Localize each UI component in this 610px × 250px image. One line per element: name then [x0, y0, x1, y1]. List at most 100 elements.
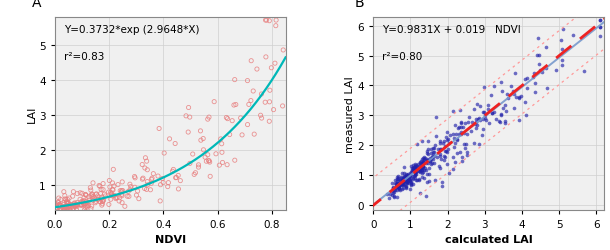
Point	[595, 18, 605, 22]
Point	[51, 205, 61, 209]
Point	[154, 127, 164, 131]
Point	[70, 203, 80, 207]
Point	[54, 203, 64, 207]
Point	[514, 96, 524, 100]
Point	[147, 176, 157, 180]
Y-axis label: measured LAI: measured LAI	[345, 76, 355, 152]
Point	[396, 180, 406, 184]
Point	[432, 155, 442, 159]
Point	[419, 176, 429, 180]
Point	[148, 172, 158, 176]
Point	[62, 205, 71, 209]
Point	[510, 72, 520, 76]
Point	[430, 144, 440, 148]
Point	[55, 203, 65, 207]
Point	[93, 194, 102, 198]
Point	[189, 173, 199, 177]
Point	[478, 118, 487, 122]
Text: B: B	[355, 0, 364, 10]
Point	[534, 54, 544, 58]
Point	[391, 182, 401, 186]
Point	[430, 178, 440, 182]
X-axis label: calculated LAI: calculated LAI	[445, 234, 533, 244]
Point	[405, 174, 415, 178]
Point	[62, 200, 72, 204]
Point	[423, 172, 432, 176]
Point	[249, 132, 259, 136]
Point	[402, 174, 412, 178]
Point	[448, 168, 458, 172]
Point	[79, 202, 88, 206]
Point	[412, 170, 422, 174]
Point	[509, 90, 518, 94]
Point	[437, 184, 447, 188]
Point	[264, 20, 274, 24]
Point	[569, 34, 578, 38]
Point	[486, 93, 496, 97]
Point	[480, 114, 490, 118]
Point	[398, 176, 407, 180]
Point	[436, 158, 446, 162]
Point	[431, 134, 441, 138]
Point	[426, 155, 436, 159]
Point	[435, 148, 445, 152]
Point	[63, 201, 73, 205]
Point	[443, 147, 453, 151]
Point	[426, 148, 436, 152]
Point	[395, 179, 404, 183]
Point	[398, 178, 408, 182]
Point	[393, 175, 403, 179]
Point	[60, 208, 70, 212]
Point	[196, 129, 206, 133]
Point	[408, 166, 418, 170]
Point	[506, 85, 516, 89]
Point	[64, 196, 74, 200]
Point	[91, 200, 101, 203]
Point	[423, 147, 432, 151]
Point	[392, 184, 402, 188]
Point	[58, 207, 68, 211]
Point	[143, 180, 152, 184]
Point	[509, 106, 519, 110]
Point	[497, 90, 507, 94]
Point	[393, 182, 403, 186]
Point	[397, 178, 407, 182]
Point	[184, 130, 193, 134]
Point	[426, 162, 436, 166]
Point	[396, 176, 406, 180]
Point	[94, 184, 104, 188]
Point	[88, 181, 98, 185]
Point	[410, 176, 420, 180]
Point	[81, 194, 91, 198]
Point	[415, 169, 425, 173]
Point	[401, 176, 411, 180]
Point	[436, 147, 446, 151]
Point	[73, 204, 82, 208]
Point	[417, 166, 426, 170]
Point	[190, 171, 200, 175]
Point	[406, 180, 416, 184]
Point	[410, 170, 420, 174]
Point	[267, 66, 276, 70]
Point	[501, 110, 511, 114]
Point	[435, 166, 445, 170]
Point	[107, 192, 117, 196]
Point	[393, 183, 403, 187]
Point	[558, 64, 567, 68]
Point	[268, 108, 278, 112]
Point	[93, 197, 103, 201]
Point	[456, 121, 466, 125]
Point	[595, 18, 605, 22]
Point	[146, 178, 156, 182]
Point	[130, 186, 140, 190]
Point	[392, 182, 401, 186]
Point	[429, 162, 439, 166]
Point	[140, 166, 150, 170]
Point	[401, 185, 411, 189]
Point	[142, 160, 151, 164]
Point	[206, 175, 215, 179]
Point	[404, 176, 414, 180]
Point	[387, 189, 397, 193]
Point	[105, 185, 115, 189]
Point	[96, 200, 106, 204]
